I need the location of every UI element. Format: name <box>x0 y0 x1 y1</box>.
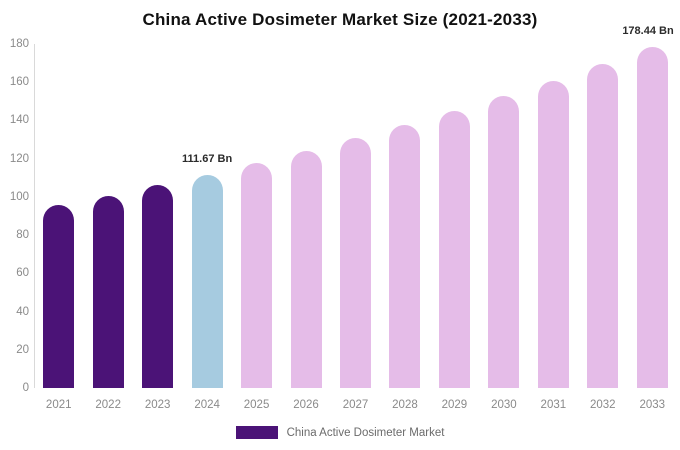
bar-2033[interactable] <box>636 46 668 388</box>
x-tick-label: 2021 <box>45 399 72 411</box>
data-label-2024: 111.67 Bn <box>182 152 233 165</box>
x-tick-label: 2023 <box>144 399 171 411</box>
y-tick-label: 80 <box>16 229 29 242</box>
bar-2031[interactable] <box>537 80 569 388</box>
bar-2032[interactable] <box>587 64 619 388</box>
bar-2023[interactable] <box>142 185 174 388</box>
bar-2029[interactable] <box>438 111 470 388</box>
bar-2022[interactable] <box>92 195 124 388</box>
bar-2027[interactable] <box>340 138 371 388</box>
legend-swatch <box>235 426 278 439</box>
y-tick-label: 40 <box>16 305 29 318</box>
bar-2030[interactable] <box>488 96 520 388</box>
x-tick-label: 2028 <box>392 399 418 411</box>
y-tick-label: 0 <box>22 382 29 394</box>
x-tick-label: 2026 <box>293 399 319 411</box>
x-tick-label: 2030 <box>491 399 517 411</box>
x-tick-label: 2025 <box>243 399 270 411</box>
x-tick-label: 2031 <box>540 399 567 411</box>
y-tick-label: 160 <box>9 76 29 89</box>
bar-2026[interactable] <box>290 151 322 388</box>
legend-item[interactable]: China Active Dosimeter Market <box>235 426 445 439</box>
bar-2021[interactable] <box>43 205 75 388</box>
y-tick-label: 20 <box>16 343 29 356</box>
y-tick-label: 100 <box>9 190 29 203</box>
y-tick-label: 60 <box>16 267 29 280</box>
x-tick-label: 2029 <box>441 399 468 411</box>
legend: China Active Dosimeter Market <box>0 426 680 439</box>
x-tick-label: 2024 <box>194 399 220 411</box>
legend-label: China Active Dosimeter Market <box>286 426 445 439</box>
data-label-2033: 178.44 Bn <box>622 24 674 37</box>
y-tick-label: 180 <box>9 38 29 50</box>
y-axis-line <box>34 44 35 388</box>
bar-2024[interactable] <box>191 174 223 388</box>
chart-title: China Active Dosimeter Market Size (2021… <box>142 10 538 29</box>
bar-2028[interactable] <box>389 125 421 388</box>
y-tick-label: 120 <box>9 152 29 165</box>
x-tick-label: 2022 <box>95 399 121 411</box>
bar-2025[interactable] <box>241 163 273 388</box>
y-tick-label: 140 <box>9 114 29 127</box>
x-tick-label: 2033 <box>639 399 666 411</box>
x-tick-label: 2027 <box>342 399 369 411</box>
x-tick-label: 2032 <box>590 399 616 411</box>
